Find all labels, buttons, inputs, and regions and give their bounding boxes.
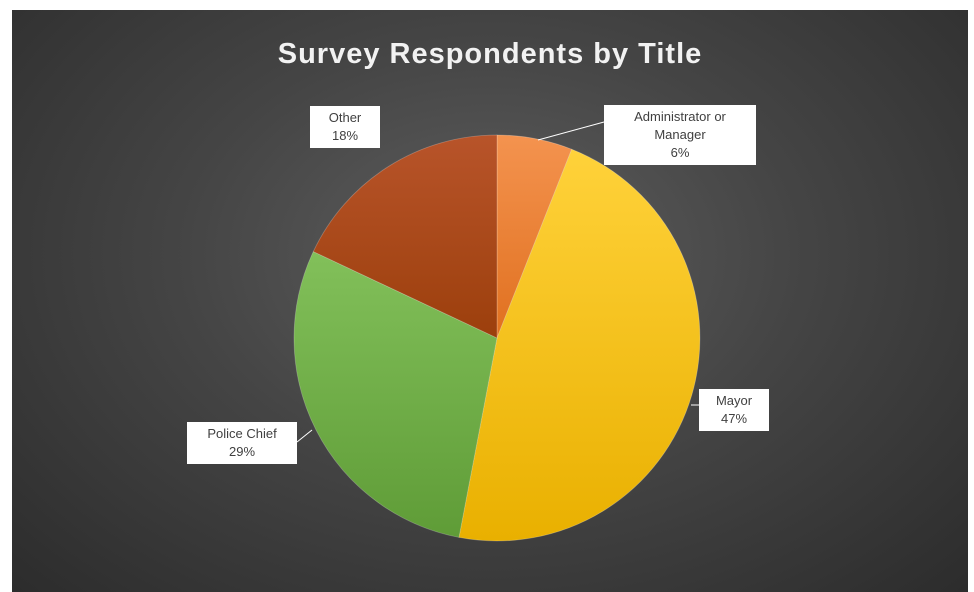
slice-administrator-or-manager	[496, 134, 573, 339]
slice-label-name: Police Chief	[207, 426, 277, 441]
slice-label-value: 47%	[720, 411, 748, 426]
data-label-mayor: Mayor 47%	[699, 389, 769, 431]
leader-line-administrator	[537, 121, 605, 141]
slice-other	[312, 134, 498, 339]
slice-label-name: Administrator or Manager	[634, 109, 726, 142]
slice-mayor	[458, 148, 701, 542]
slice-label-value: 6%	[670, 145, 690, 160]
chart-area: Survey Respondents by Title Administrato…	[12, 10, 968, 592]
slice-label-value: 18%	[331, 128, 359, 143]
slice-label-name: Mayor	[715, 393, 753, 408]
leader-line-police-chief	[296, 429, 313, 443]
chart-title: Survey Respondents by Title	[277, 38, 703, 70]
data-label-police-chief: Police Chief 29%	[187, 422, 297, 464]
slice-label-value: 29%	[228, 444, 256, 459]
data-label-other: Other 18%	[310, 106, 380, 148]
pie-chart	[293, 121, 701, 542]
data-label-administrator: Administrator or Manager 6%	[604, 105, 756, 165]
slice-label-name: Other	[328, 110, 362, 125]
slice-police-chief	[293, 251, 498, 538]
